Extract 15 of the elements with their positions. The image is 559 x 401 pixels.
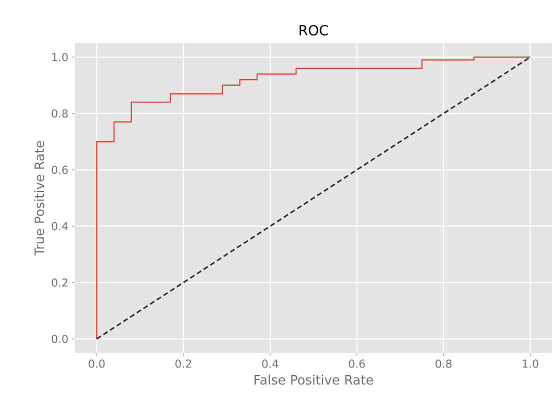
y-axis-title: True Positive Rate	[34, 140, 44, 256]
x-tick-label: 1.0	[522, 360, 538, 368]
x-tick-label: 0.8	[436, 360, 452, 368]
y-tick-label: 1.0	[52, 52, 68, 62]
y-tick-label: 0.2	[52, 278, 68, 287]
y-tick-label: 0.6	[52, 166, 68, 174]
x-tick-label: 0.0	[88, 360, 105, 368]
x-tick-label: 0.2	[175, 360, 192, 368]
x-axis-title: False Positive Rate	[254, 374, 374, 385]
x-tick-label: 0.6	[348, 360, 365, 368]
x-tick-label: 0.4	[262, 360, 278, 368]
chart-title: ROC	[300, 24, 328, 36]
y-tick-label: 0.8	[52, 109, 68, 118]
y-tick-label: 0.0	[52, 334, 68, 344]
y-tick-label: 0.4	[52, 222, 68, 230]
